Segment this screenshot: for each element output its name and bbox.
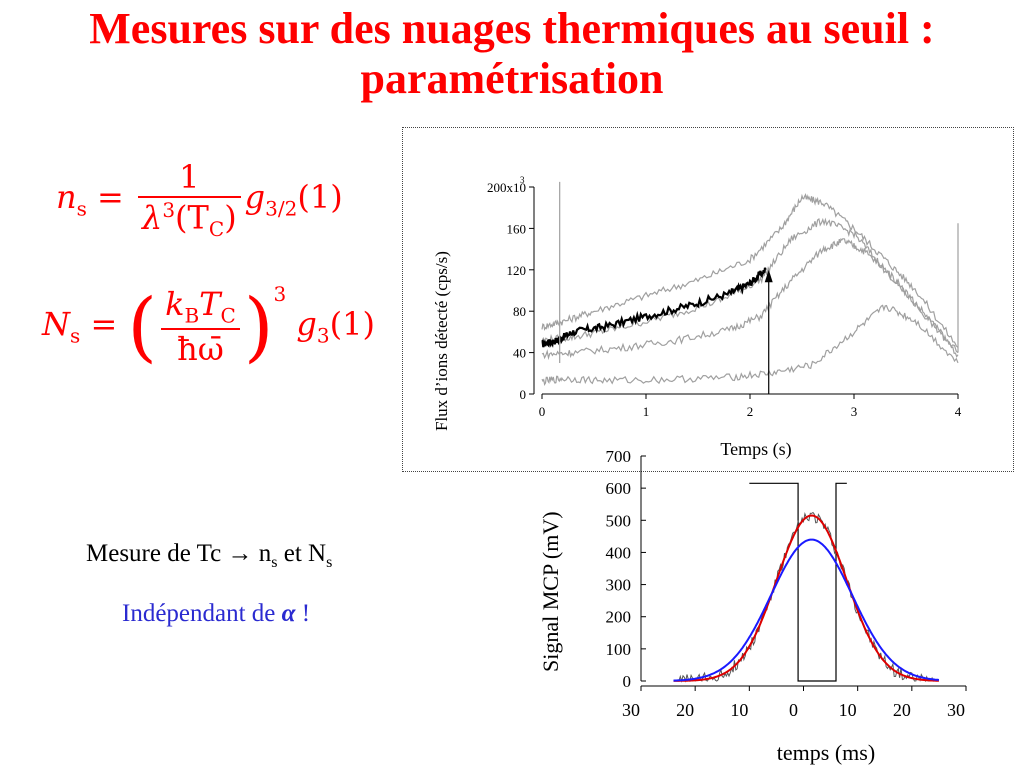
- formula-ns-g-sub: 3/2: [265, 196, 298, 221]
- x-tick-label: 30: [622, 700, 640, 720]
- formula-Ns-g: g: [296, 305, 317, 343]
- indep-prefix: Indépendant de: [122, 600, 282, 627]
- y-tick-label: 80: [513, 304, 526, 319]
- mcp-signal-raw-line: [673, 511, 939, 683]
- mcp-signal-x-label: temps (ms): [777, 740, 875, 765]
- mcp-signal-y-label: Signal MCP (mV): [538, 511, 563, 672]
- y-tick-label: 600: [606, 479, 632, 498]
- formula-Ns: Ns = (kBTC ħω̄)3 g3(1): [42, 282, 375, 368]
- formula-Ns-T-sub: C: [220, 303, 236, 328]
- x-tick-label: 4: [955, 404, 962, 419]
- tc-Ns-sub: s: [326, 554, 333, 571]
- ion-flux-x-label: Temps (s): [720, 439, 791, 460]
- formula-Ns-g-sub: 3: [316, 323, 330, 348]
- fit-red-line: [673, 514, 939, 682]
- y-tick-label: 200x10: [487, 180, 526, 195]
- fit-blue-line: [673, 538, 940, 682]
- tc-et-Ns: et N: [277, 540, 327, 567]
- x-tick-label: 20: [893, 700, 911, 720]
- formula-Ns-lhs: N: [42, 305, 70, 343]
- formula-ns-den-arg-sub: C: [208, 217, 225, 242]
- formula-ns-lambda: λ: [142, 198, 163, 237]
- formula-Ns-numerator: kBTC: [161, 285, 240, 327]
- y-tick-label: 500: [606, 511, 632, 530]
- formula-ns-den-arg: (T: [175, 198, 209, 237]
- x-tick-label: 2: [747, 404, 754, 419]
- x-tick-label: 10: [730, 700, 748, 720]
- formula-Ns-T: T: [199, 285, 221, 324]
- independence-text: Indépendant de α !: [122, 600, 310, 628]
- y-tick-label: 160: [507, 221, 527, 236]
- indep-suffix: !: [295, 600, 311, 627]
- tc-measure-text: Mesure de Tc → ns et Ns: [86, 540, 332, 572]
- formula-Ns-close-paren: ): [243, 281, 274, 371]
- formula-ns-g-arg: (1): [297, 178, 343, 217]
- threshold-arrow-head-icon: [764, 269, 773, 283]
- y-tick-label: 120: [507, 263, 527, 278]
- tc-prefix: Mesure de Tc: [86, 540, 228, 567]
- y-tick-label: 40: [513, 346, 526, 361]
- formula-ns: ns = 1 λ3(TC) g3/2(1): [56, 158, 343, 241]
- ion-flux-series-line: [541, 267, 767, 348]
- formula-Ns-k: k: [165, 285, 185, 324]
- y-tick-exponent: 3: [520, 175, 525, 185]
- formula-ns-numerator: 1: [179, 158, 200, 196]
- x-tick-label: 1: [643, 404, 650, 419]
- formula-Ns-lhs-sub: s: [70, 323, 81, 348]
- formula-Ns-eq: =: [80, 305, 128, 343]
- formula-Ns-open-paren: (: [127, 281, 158, 371]
- title-line-1: Mesures sur des nuages thermiques au seu…: [89, 4, 935, 53]
- formula-Ns-denominator: ħω̄: [161, 327, 240, 368]
- formula-ns-lambda-exp: 3: [162, 198, 176, 222]
- y-tick-label: 300: [606, 576, 632, 595]
- formula-ns-eq: =: [86, 178, 135, 217]
- ion-flux-series-group: [541, 181, 959, 394]
- formula-ns-lhs-sub: s: [76, 196, 87, 221]
- formula-Ns-g-arg: (1): [329, 305, 375, 343]
- ion-flux-series-line: [541, 193, 959, 348]
- ion-flux-y-label: Flux d’ions détecté (cps/s): [432, 251, 451, 431]
- tc-ns: n: [252, 540, 272, 567]
- formula-ns-den-close: ): [224, 198, 237, 237]
- y-tick-label: 200: [606, 608, 632, 627]
- x-tick-label: 20: [676, 700, 694, 720]
- chart-frame: [402, 127, 1014, 472]
- ion-flux-series-line: [541, 304, 959, 387]
- x-tick-label: 30: [947, 700, 965, 720]
- x-tick-label: 0: [789, 700, 798, 720]
- y-tick-label: 700: [606, 447, 632, 466]
- x-tick-label: 3: [851, 404, 858, 419]
- formula-Ns-k-sub: B: [184, 303, 200, 328]
- y-tick-label: 400: [606, 543, 632, 562]
- right-arrow-icon: →: [227, 540, 253, 567]
- formula-Ns-exp: 3: [273, 282, 287, 306]
- title-line-2: paramétrisation: [360, 54, 664, 103]
- y-tick-label: 0: [623, 672, 632, 691]
- formula-ns-lhs: n: [56, 178, 77, 217]
- y-tick-label: 100: [606, 640, 632, 659]
- gate-window-trace: [749, 482, 847, 682]
- slide-title: Mesures sur des nuages thermiques au seu…: [0, 4, 1024, 104]
- x-tick-label: 0: [539, 404, 546, 419]
- indep-alpha: α: [281, 600, 296, 627]
- formula-ns-denominator: λ3(TC): [138, 196, 241, 241]
- mcp-signal-series-group: [673, 482, 940, 683]
- x-tick-label: 10: [839, 700, 857, 720]
- y-tick-label: 0: [520, 387, 527, 402]
- ion-flux-series-line: [541, 237, 959, 361]
- formula-Ns-fraction: kBTC ħω̄: [161, 285, 240, 368]
- formula-ns-fraction: 1 λ3(TC): [138, 158, 241, 241]
- tc-ns-sub: s: [271, 554, 278, 571]
- formula-ns-g: g: [244, 178, 266, 217]
